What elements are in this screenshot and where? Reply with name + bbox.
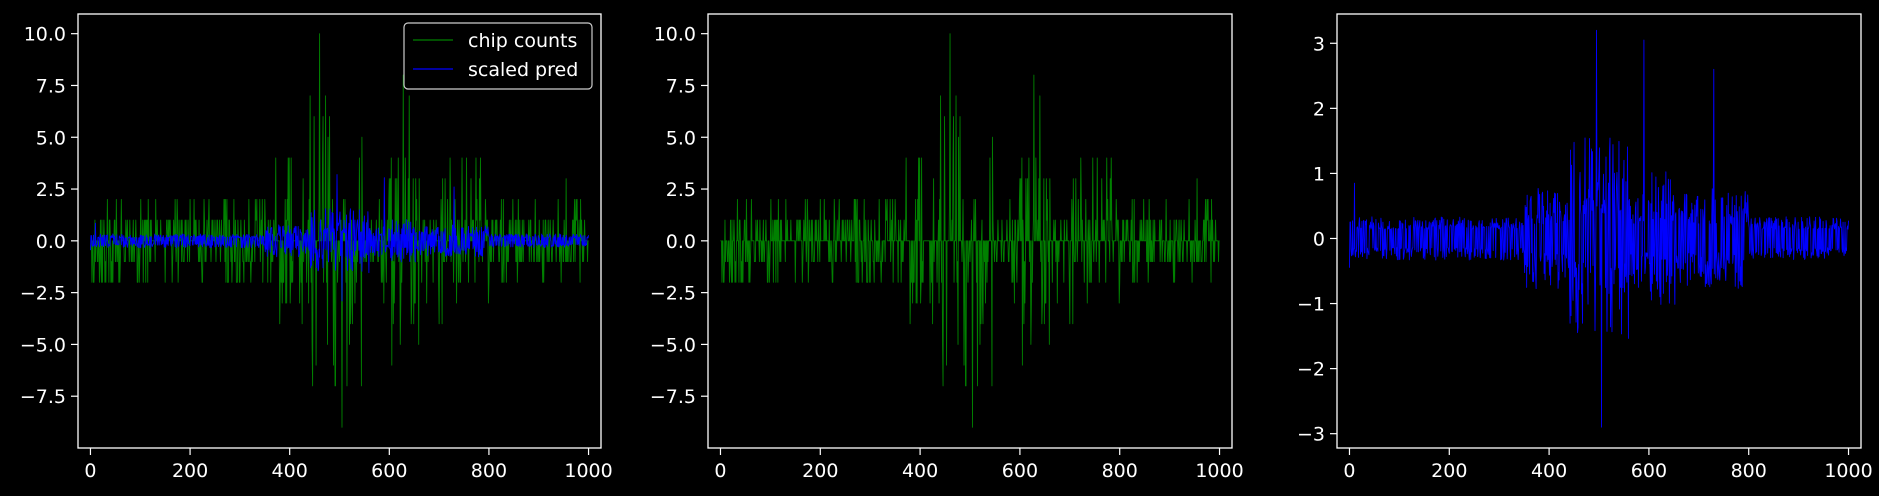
panel-3: 0 200 400 600 800 1000 −3 −2 −1 0 1 2 3 bbox=[1297, 13, 1873, 482]
x-tick-label: 0 bbox=[84, 460, 96, 482]
y-tick-label: −7.5 bbox=[20, 386, 66, 408]
x-tick-label: 200 bbox=[172, 460, 208, 482]
y-tick-label: 0.0 bbox=[36, 231, 66, 253]
y-tick-label: 7.5 bbox=[36, 75, 66, 97]
y-tick-label: 2.5 bbox=[666, 179, 696, 201]
x-tick-label: 400 bbox=[272, 460, 308, 482]
y-tick-label: 5.0 bbox=[666, 127, 696, 149]
legend-label-chip-counts: chip counts bbox=[468, 30, 577, 52]
y-tick-label: 10.0 bbox=[654, 24, 696, 46]
panel-1: 0 200 400 600 800 1000 −7.5 −5.0 −2.5 0.0 2.5 5.0 7.… bbox=[20, 13, 613, 482]
x-tick-label: 1000 bbox=[564, 460, 612, 482]
y-tick-label: −1 bbox=[1297, 294, 1325, 316]
y-tick-label: −7.5 bbox=[650, 386, 696, 408]
series-line-pred bbox=[1349, 29, 1849, 428]
x-tick-label: 600 bbox=[371, 460, 407, 482]
panel-1-series-group bbox=[90, 33, 589, 428]
panel-1-legend: chip counts scaled pred bbox=[403, 22, 593, 90]
x-tick-label: 800 bbox=[1731, 460, 1767, 482]
y-tick-label: 2.5 bbox=[36, 179, 66, 201]
legend-label-scaled-pred: scaled pred bbox=[468, 59, 578, 81]
y-tick-label: 0 bbox=[1313, 228, 1325, 250]
panel-1-frame bbox=[77, 13, 602, 449]
x-tick-label: 800 bbox=[471, 460, 507, 482]
x-tick-label: 1000 bbox=[1824, 460, 1872, 482]
panel-3-series-group bbox=[1349, 29, 1849, 428]
x-tick-label: 200 bbox=[1431, 460, 1467, 482]
panel-2-frame bbox=[707, 13, 1233, 449]
panel-3-frame bbox=[1336, 13, 1862, 449]
y-tick-label: −2 bbox=[1297, 359, 1325, 381]
y-tick-label: 5.0 bbox=[36, 127, 66, 149]
series-line-counts bbox=[720, 33, 1220, 428]
x-tick-label: 0 bbox=[714, 460, 726, 482]
y-tick-label: −2.5 bbox=[20, 283, 66, 305]
panel-2-axes: 0 200 400 600 800 1000 −7.5 −5.0 −2.5 0.0 2.5 5.0 7.… bbox=[650, 24, 1244, 482]
y-tick-label: 3 bbox=[1313, 33, 1325, 55]
x-tick-label: 400 bbox=[1531, 460, 1567, 482]
x-tick-label: 600 bbox=[1002, 460, 1038, 482]
panel-2: 0 200 400 600 800 1000 −7.5 −5.0 −2.5 0.0 2.5 5.0 7.… bbox=[650, 13, 1244, 482]
y-tick-label: −5.0 bbox=[20, 334, 66, 356]
x-tick-label: 600 bbox=[1631, 460, 1667, 482]
y-tick-label: 1 bbox=[1313, 163, 1325, 185]
y-tick-label: −3 bbox=[1297, 424, 1325, 446]
x-tick-label: 800 bbox=[1102, 460, 1138, 482]
y-tick-label: −5.0 bbox=[650, 334, 696, 356]
x-tick-label: 1000 bbox=[1195, 460, 1243, 482]
y-tick-label: −2.5 bbox=[650, 283, 696, 305]
panel-2-series-group bbox=[720, 33, 1220, 428]
y-tick-label: 10.0 bbox=[24, 24, 66, 46]
series-line-scaled-pred bbox=[90, 174, 589, 302]
panel-3-axes: 0 200 400 600 800 1000 −3 −2 −1 0 1 2 3 bbox=[1297, 33, 1873, 482]
y-tick-label: 7.5 bbox=[666, 75, 696, 97]
x-tick-label: 400 bbox=[902, 460, 938, 482]
panel-1-axes: 0 200 400 600 800 1000 −7.5 −5.0 −2.5 0.0 2.5 5.0 7.… bbox=[20, 24, 613, 482]
x-tick-label: 0 bbox=[1343, 460, 1355, 482]
y-tick-label: 0.0 bbox=[666, 231, 696, 253]
y-tick-label: 2 bbox=[1313, 98, 1325, 120]
x-tick-label: 200 bbox=[802, 460, 838, 482]
